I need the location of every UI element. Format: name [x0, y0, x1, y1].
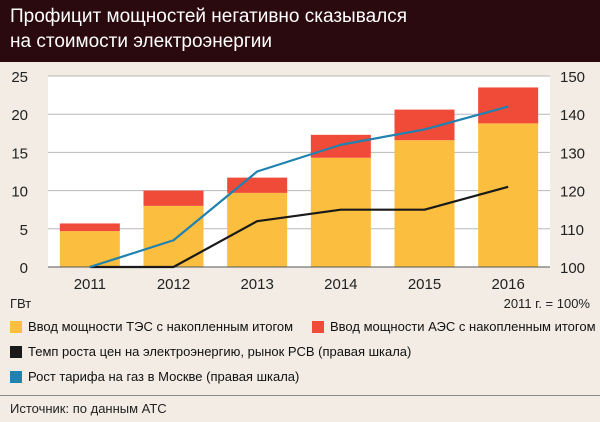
- left-tick-label: 5: [20, 222, 28, 239]
- x-tick-label: 2015: [408, 276, 441, 293]
- legend-item-tes: Ввод мощности ТЭС с накопленным итогом: [10, 319, 293, 334]
- bar-aes: [478, 87, 539, 124]
- legend-label-tes: Ввод мощности ТЭС с накопленным итогом: [28, 319, 294, 334]
- right-tick-label: 100: [560, 260, 585, 277]
- right-tick-label: 140: [560, 107, 585, 124]
- source-note: Источник: по данным АТС: [10, 401, 167, 416]
- bar-tes: [59, 231, 120, 267]
- right-tick-label: 150: [560, 69, 585, 86]
- bar-aes: [310, 134, 371, 158]
- right-tick-label: 110: [560, 222, 584, 239]
- x-tick-label: 2016: [491, 276, 524, 293]
- bar-aes: [59, 223, 120, 232]
- bar-tes: [478, 123, 539, 267]
- legend-swatch-aes: [312, 320, 324, 333]
- left-tick-label: 0: [20, 260, 28, 277]
- footer-divider: [0, 395, 600, 396]
- x-tick-label: 2012: [157, 276, 190, 293]
- x-tick-label: 2013: [240, 276, 273, 293]
- chart-header: Профицит мощностей негативно сказывался …: [0, 0, 600, 62]
- bar-tes: [143, 205, 204, 267]
- legend-label-rsv: Темп роста цен на электроэнергию, рынок …: [28, 344, 412, 359]
- legend-swatch-tes: [10, 320, 22, 333]
- legend-label-gas: Рост тарифа на газ в Москве (правая шкал…: [28, 369, 300, 384]
- right-tick-label: 130: [560, 145, 585, 162]
- legend-swatch-gas: [10, 370, 22, 383]
- legend-swatch-rsv: [10, 345, 22, 358]
- plot-background: [48, 76, 550, 267]
- left-tick-label: 10: [11, 184, 28, 201]
- bar-aes: [394, 109, 455, 141]
- x-tick-label: 2011: [74, 276, 106, 293]
- left-tick-label: 20: [11, 107, 28, 124]
- right-tick-label: 120: [560, 184, 585, 201]
- x-tick-label: 2014: [324, 276, 357, 293]
- line-gas: [89, 105, 509, 269]
- legend-label-aes: Ввод мощности АЭС с накопленным итогом: [330, 319, 596, 334]
- bar-tes: [227, 192, 288, 267]
- chart-title-line-2: на стоимости электроэнергии: [10, 31, 273, 52]
- left-tick-label: 15: [11, 145, 28, 162]
- bar-aes: [227, 177, 288, 193]
- bar-aes: [143, 190, 204, 206]
- legend-item-gas: Рост тарифа на газ в Москве (правая шкал…: [10, 369, 299, 384]
- right-axis-unit: 2011 г. = 100%: [503, 296, 590, 311]
- legend-item-rsv: Темп роста цен на электроэнергию, рынок …: [10, 344, 411, 359]
- line-rsv: [89, 185, 509, 269]
- left-tick-label: 25: [11, 69, 28, 86]
- legend-item-aes: Ввод мощности АЭС с накопленным итогом: [312, 319, 596, 334]
- chart-plot: 0 5 10 15 20 25 100 110 120 130 140 150 2011 2012 2013…: [11, 69, 585, 293]
- chart-title-line-1: Профицит мощностей негативно сказывался: [10, 6, 408, 27]
- left-axis-unit: ГВт: [10, 296, 32, 311]
